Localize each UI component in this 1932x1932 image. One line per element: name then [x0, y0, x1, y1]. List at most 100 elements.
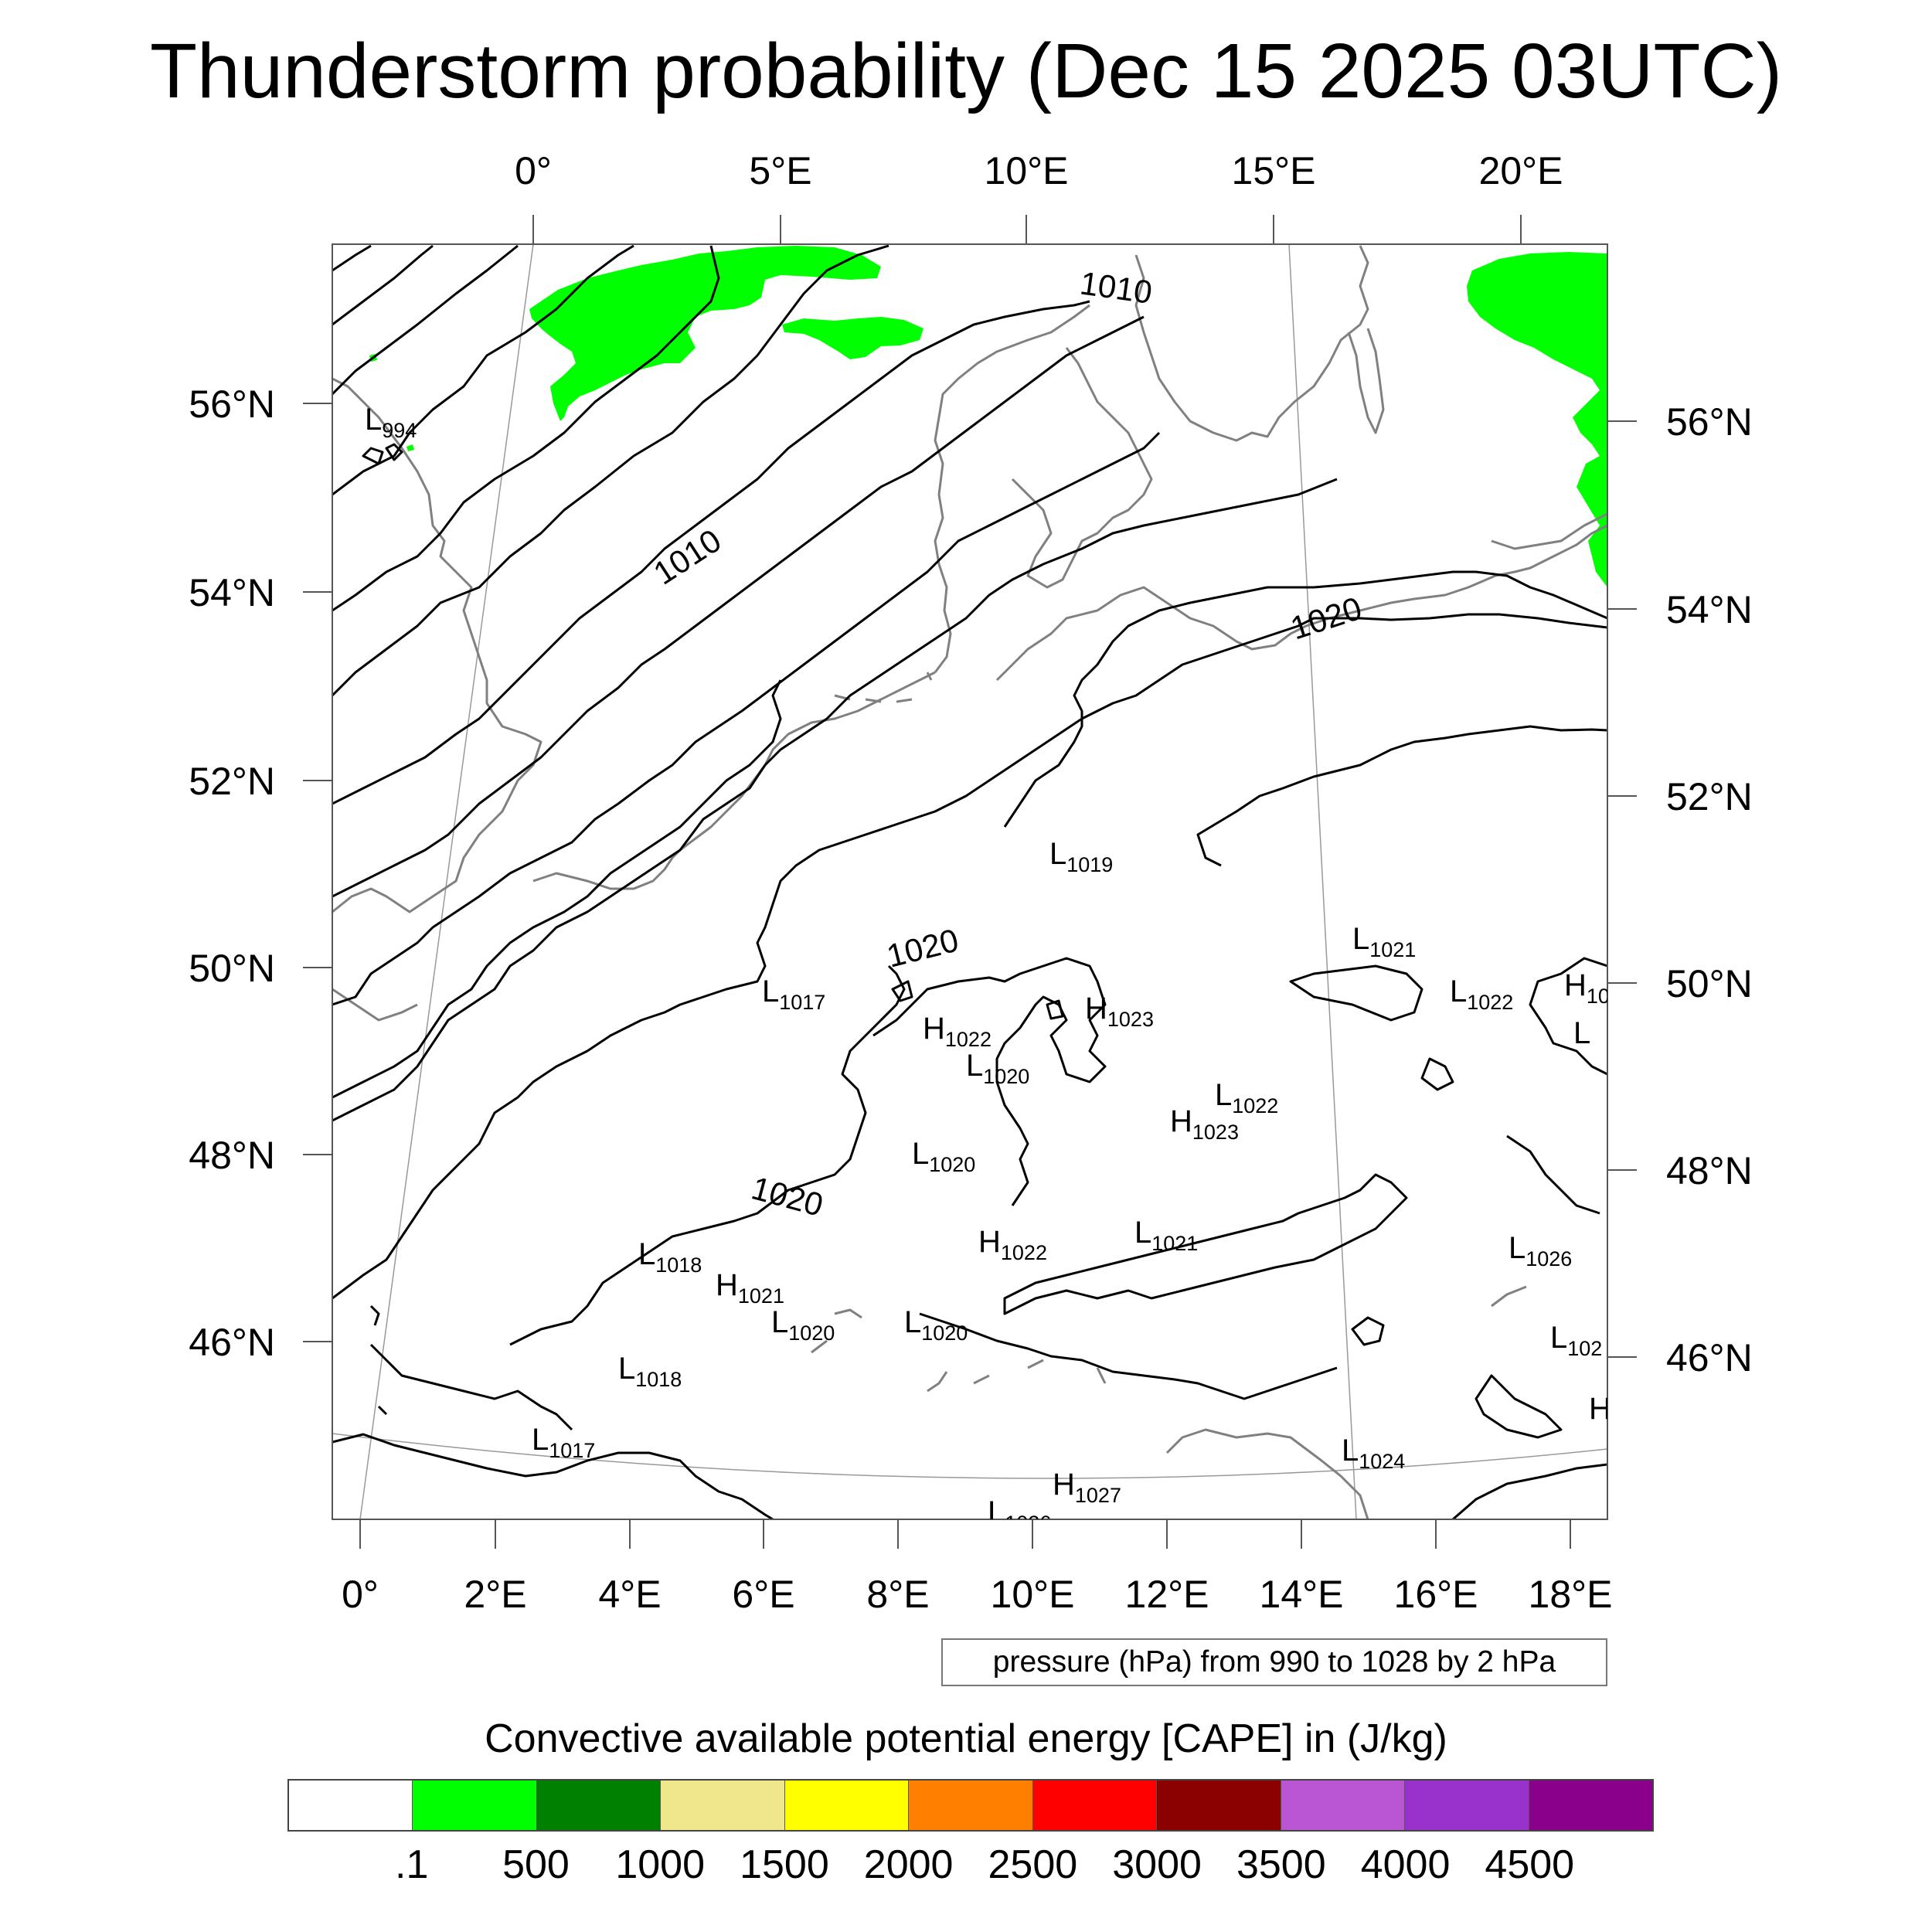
coast-curonian [1491, 512, 1607, 550]
graticule [332, 244, 1607, 1519]
cape-colorbar [287, 1779, 1654, 1832]
pressure-center: L994 [365, 403, 417, 442]
isobar-east-loop [1529, 957, 1607, 1076]
pressure-center: L1022 [1450, 975, 1513, 1014]
right-axis-label: 48°N [1666, 1149, 1753, 1192]
coast-north-sea-islands [834, 672, 933, 703]
top-axis-labels: 0° 5°E 10°E 15°E 20°E [515, 149, 1563, 192]
bottom-axis-label: 2°E [464, 1573, 526, 1616]
colorbar-label: 4000 [1360, 1842, 1451, 1887]
pressure-center: L1021 [1352, 922, 1416, 961]
bottom-axis-label: 14°E [1260, 1573, 1344, 1616]
colorbar-swatch [536, 1781, 662, 1830]
pressure-center: H1022 [923, 1012, 992, 1051]
contour-label: 1020 [883, 922, 962, 975]
colorbar-label: .1 [395, 1842, 429, 1887]
pressure-center: H1023 [1170, 1104, 1239, 1144]
bottom-axis-label: 0° [342, 1573, 379, 1616]
contour-label: 1020 [1286, 590, 1366, 647]
map-title: Thunderstorm probability (Dec 15 2025 03… [149, 28, 1783, 114]
coast-continent [532, 671, 936, 890]
contour-label: 1010 [1078, 264, 1155, 311]
isobar-1018-west [332, 1433, 774, 1519]
bottom-axis-label: 8°E [866, 1573, 929, 1616]
coast-sweden [1134, 245, 1369, 442]
bottom-axis-label: 4°E [598, 1573, 661, 1616]
pressure-center: L1021 [1134, 1216, 1198, 1255]
top-axis-label: 0° [515, 149, 552, 192]
coast-channel [332, 988, 418, 1022]
bottom-axis-label: 16°E [1394, 1573, 1478, 1616]
left-axis-label: 50°N [189, 947, 275, 990]
colorbar-swatch [413, 1781, 537, 1830]
top-axis-label: 10°E [985, 149, 1069, 192]
left-axis-label: 48°N [189, 1134, 275, 1177]
right-axis-labels: 56°N 54°N 52°N 50°N 48°N 46°N [1666, 400, 1753, 1379]
isobar-south-right [1452, 1463, 1607, 1519]
left-axis-label: 52°N [189, 760, 275, 803]
pressure-center: L1020 [912, 1137, 975, 1176]
coast-lakes-alps [811, 1308, 1107, 1393]
pressure-center: L1017 [532, 1423, 595, 1462]
colorbar-swatch [1157, 1781, 1281, 1830]
isobar-1022-loop [1196, 725, 1607, 867]
right-axis-label: 56°N [1666, 400, 1753, 444]
coast-germany-baltic [995, 524, 1607, 682]
top-axis-label: 5°E [749, 149, 811, 192]
pressure-center: L1017 [762, 975, 825, 1014]
colorbar-swatch [1032, 1781, 1158, 1830]
pressure-centers: L994 L1019 L1021 L1017 H1023 L1022 H10 H… [365, 403, 1611, 1535]
isobars [332, 244, 1607, 1519]
cape-area-baltic [1467, 252, 1607, 587]
bottom-axis-labels: 0° 2°E 4°E 6°E 8°E 10°E 12°E 14°E 16°E 1… [342, 1573, 1612, 1616]
colorbar-label: 500 [502, 1842, 570, 1887]
pressure-center: H [1589, 1392, 1611, 1426]
pressure-center: L1026 [988, 1495, 1051, 1535]
colorbar-title: Convective available potential energy [C… [485, 1716, 1447, 1761]
pressure-center: L [1573, 1016, 1590, 1050]
isobar-uk-loop [362, 443, 403, 465]
pressure-center: L102 [1550, 1321, 1602, 1360]
plot-frame [332, 243, 1608, 1520]
cape-area-north-sea [529, 246, 881, 421]
colorbar-label: 1000 [615, 1842, 706, 1887]
pressure-center: H10 [1564, 968, 1610, 1008]
colorbar-label: 1500 [740, 1842, 829, 1887]
colorbar-label: 2500 [988, 1842, 1078, 1887]
cape-area-small-2 [406, 444, 414, 451]
colorbar-swatch [661, 1781, 785, 1830]
left-axis-label: 54°N [189, 571, 275, 614]
isobar-1020-inner [872, 957, 1107, 1206]
cape-area-north-sea-east [782, 317, 923, 359]
tick-marks [303, 215, 1637, 1549]
coast-balaton [1491, 1285, 1527, 1308]
coastlines [332, 245, 1607, 1519]
pressure-center: L1020 [966, 1049, 1029, 1088]
pressure-center: H1027 [1053, 1468, 1121, 1507]
bottom-axis-label: 12°E [1125, 1573, 1209, 1616]
contour-info-box: pressure (hPa) from 990 to 1028 by 2 hPa [941, 1638, 1607, 1686]
isobar-east-1026 [1506, 1134, 1600, 1215]
isobar-1018-loop [332, 679, 782, 1099]
isobar-small-loop-3 [1351, 1316, 1385, 1346]
left-axis-label: 56°N [189, 383, 275, 426]
colorbar-label: 3500 [1236, 1842, 1326, 1887]
pressure-center: L1020 [771, 1305, 835, 1345]
right-axis-label: 54°N [1666, 588, 1753, 631]
coast-uk-east [332, 377, 543, 913]
colorbar-label: 2000 [863, 1842, 954, 1887]
isobar-small-loop-4 [369, 1304, 388, 1416]
colorbar-swatch [1281, 1781, 1406, 1830]
colorbar-swatch [784, 1781, 910, 1830]
bottom-axis-label: 10°E [991, 1573, 1075, 1616]
pressure-center: L1020 [904, 1305, 968, 1345]
isobar-1022-east-small [1420, 1057, 1454, 1091]
right-axis-label: 52°N [1666, 775, 1753, 818]
pressure-center: L1022 [1215, 1078, 1278, 1117]
contour-label: 1020 [748, 1169, 827, 1223]
isobar-small-loop-1 [891, 980, 913, 1002]
isobar-1020-main [1003, 570, 1607, 828]
isobar-1026-south [919, 1312, 1338, 1400]
isobar-1021-loop [1289, 964, 1423, 1022]
